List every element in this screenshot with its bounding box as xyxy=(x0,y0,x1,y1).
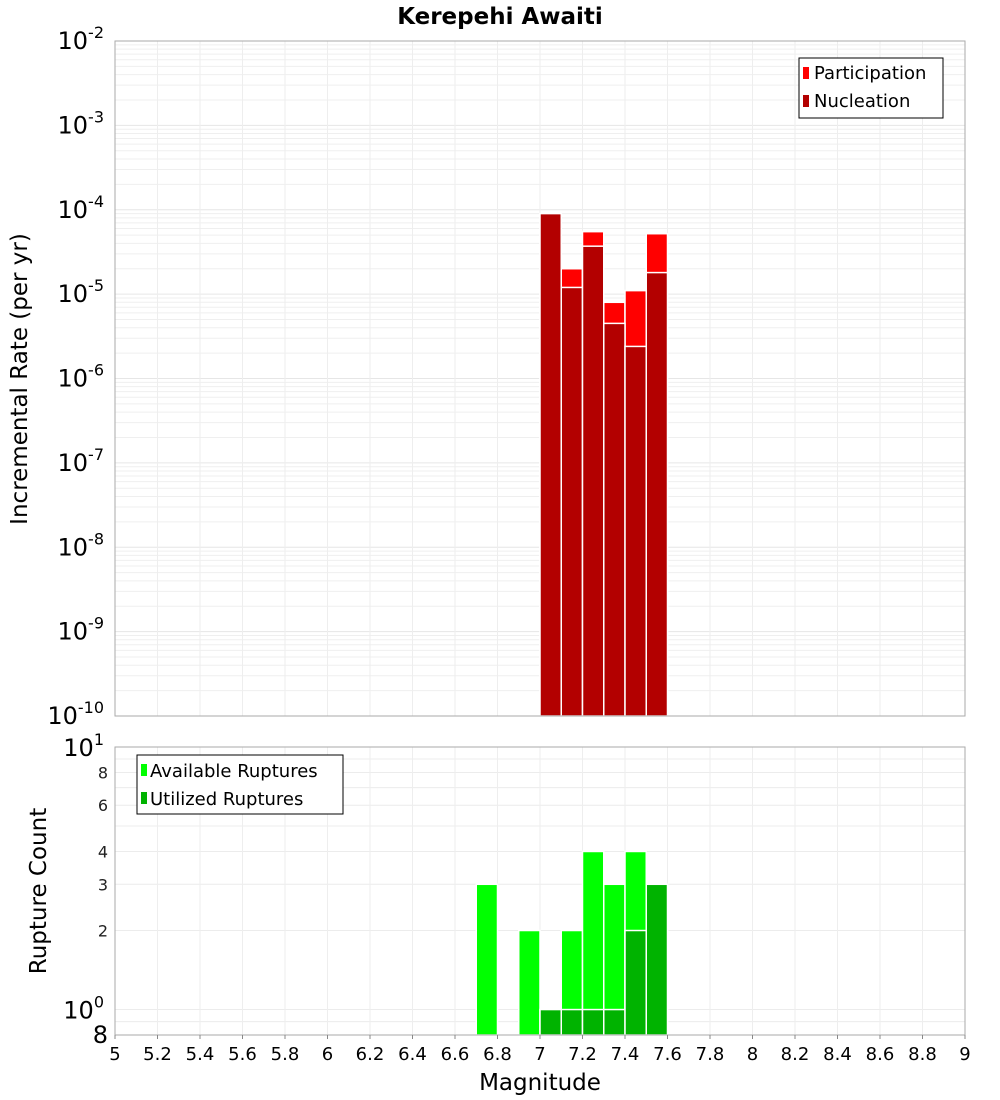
bottom-y-major-tick-label: 101 xyxy=(63,730,104,762)
x-tick-label: 7 xyxy=(534,1044,545,1065)
available-ruptures-bar xyxy=(518,929,541,1036)
bottom-y-minor-tick-label: 2 xyxy=(98,922,108,941)
x-tick-label: 8.2 xyxy=(781,1044,810,1065)
x-tick-label: 6.4 xyxy=(398,1044,427,1065)
top-y-tick-label: 10-5 xyxy=(58,276,105,308)
x-tick-label: 7.6 xyxy=(653,1044,682,1065)
available-ruptures-bar xyxy=(475,883,499,1036)
top-y-tick-label: 10-7 xyxy=(58,445,105,477)
x-tick-label: 6.6 xyxy=(441,1044,470,1065)
top-y-tick-label: 10-2 xyxy=(58,23,105,55)
nucleation-bar xyxy=(539,212,562,717)
utilized-ruptures-bar xyxy=(603,1008,626,1036)
bottom-legend: Available Ruptures Utilized Ruptures xyxy=(136,754,344,815)
legend-swatch-participation xyxy=(803,67,809,79)
top-y-tick-label: 10-6 xyxy=(58,361,105,393)
x-tick-label: 6.8 xyxy=(483,1044,512,1065)
bottom-y-minor-tick-label: 8 xyxy=(98,763,108,782)
x-tick-label: 5.2 xyxy=(143,1044,172,1065)
x-tick-label: 8 xyxy=(747,1044,758,1065)
top-panel: 10-10 10-9 10-8 10-7 10-6 10-5 10-4 10-3 10-2 In… xyxy=(7,23,966,730)
legend-label-utilized: Utilized Ruptures xyxy=(150,789,303,810)
available-ruptures-bar xyxy=(581,850,605,1036)
bottom-x-ticks: 5 5.2 5.4 5.6 5.8 6 6.2 6.4 6.6 6.8 7 7.2 7.4 7.6 7.8 8… xyxy=(109,1035,971,1065)
x-tick-label: 8.4 xyxy=(823,1044,852,1065)
top-y-tick-label: 10-3 xyxy=(58,107,105,139)
top-y-tick-label: 10-9 xyxy=(58,614,105,646)
utilized-ruptures-bar xyxy=(539,1008,562,1036)
utilized-ruptures-bar xyxy=(560,1008,584,1036)
x-tick-label: 8.6 xyxy=(866,1044,895,1065)
nucleation-bar xyxy=(560,286,584,717)
bottom-y-minor-tick-label: 4 xyxy=(98,842,108,861)
utilized-ruptures-bar xyxy=(581,1008,605,1036)
nucleation-bar xyxy=(624,345,647,717)
legend-swatch-available xyxy=(141,764,147,776)
x-tick-label: 7.8 xyxy=(696,1044,725,1065)
top-plot-border xyxy=(114,40,966,717)
legend-swatch-utilized xyxy=(141,792,147,804)
x-tick-label: 5.4 xyxy=(186,1044,215,1065)
bottom-y-minor-tick-label: 6 xyxy=(98,796,108,815)
x-tick-label: 5.6 xyxy=(228,1044,257,1065)
bottom-y-axis-title: Rupture Count xyxy=(26,808,52,974)
top-y-tick-label: 10-4 xyxy=(58,192,105,224)
legend-label-nucleation: Nucleation xyxy=(814,91,910,112)
utilized-ruptures-bar xyxy=(624,929,647,1036)
nucleation-bar xyxy=(603,322,626,717)
x-tick-label: 7.4 xyxy=(611,1044,640,1065)
x-tick-label: 5 xyxy=(109,1044,120,1065)
bottom-legend-box xyxy=(136,754,344,815)
bottom-y-major-tick-label: 100 xyxy=(63,993,104,1025)
bottom-y-minor-tick-label: 3 xyxy=(98,875,108,894)
x-axis-title: Magnitude xyxy=(479,1070,601,1096)
x-tick-label: 5.8 xyxy=(271,1044,300,1065)
utilized-ruptures-bar xyxy=(645,883,669,1036)
top-bars xyxy=(539,212,669,717)
top-y-tick-label: 10-8 xyxy=(58,529,105,561)
x-tick-label: 6.2 xyxy=(356,1044,385,1065)
top-y-axis-title: Incremental Rate (per yr) xyxy=(7,233,33,525)
x-tick-label: 6 xyxy=(322,1044,333,1065)
chart-title: Kerepehi Awaiti xyxy=(397,4,603,30)
x-tick-label: 9 xyxy=(959,1044,970,1065)
x-tick-label: 7.2 xyxy=(568,1044,597,1065)
legend-label-participation: Participation xyxy=(814,63,926,84)
legend-swatch-nucleation xyxy=(803,95,809,107)
bottom-y-minor-tick-label: 8 xyxy=(93,1021,108,1049)
nucleation-bar xyxy=(581,245,605,717)
top-y-ticks: 10-10 10-9 10-8 10-7 10-6 10-5 10-4 10-3 10-2 xyxy=(47,23,104,730)
x-tick-label: 8.8 xyxy=(908,1044,937,1065)
nucleation-bar xyxy=(645,271,669,717)
legend-label-available: Available Ruptures xyxy=(150,761,318,782)
top-y-tick-label: 10-10 xyxy=(47,698,104,730)
top-legend-box xyxy=(798,57,944,119)
top-legend: Participation Nucleation xyxy=(798,57,944,119)
